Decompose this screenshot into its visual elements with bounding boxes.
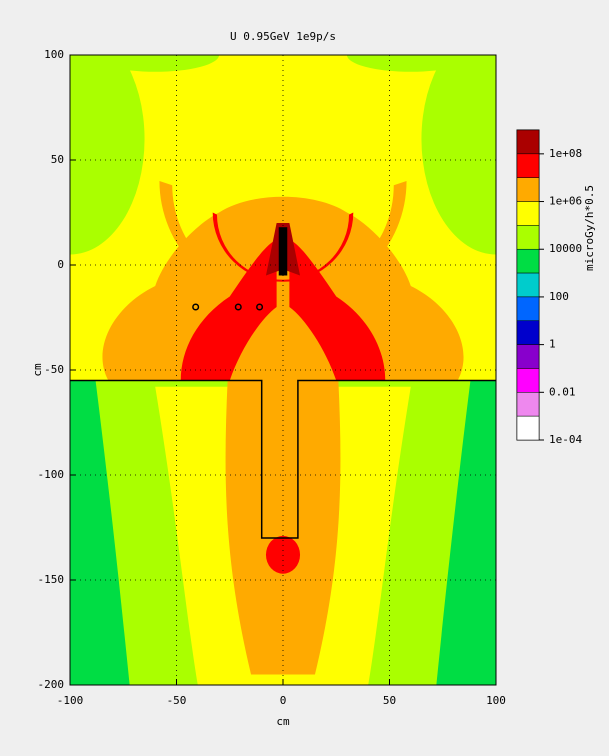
colorbar-tick-label: 0.01 (549, 385, 576, 398)
x-tick-label: 50 (383, 694, 396, 707)
colorbar-bin (516, 296, 540, 322)
colorbar-bin (516, 225, 540, 250)
y-axis-label: cm (31, 363, 44, 377)
x-tick-label: -100 (57, 694, 84, 707)
x-tick-label: 100 (486, 694, 506, 707)
colorbar-bin (516, 392, 540, 417)
map-region (102, 196, 464, 381)
map-region (346, 55, 475, 72)
map-region (91, 55, 220, 72)
y-tick-label: 100 (44, 48, 64, 61)
colorbar-bin (516, 129, 540, 155)
x-tick-label: -50 (167, 694, 187, 707)
y-tick-label: -200 (38, 678, 65, 691)
chart-title: U 0.95GeV 1e9p/s (230, 30, 336, 43)
x-axis-label: cm (276, 715, 290, 728)
colorbar-bin (516, 248, 540, 274)
colorbar-bin (516, 177, 540, 202)
colorbar-bin (516, 320, 540, 345)
map (70, 55, 496, 685)
map-region (289, 239, 386, 381)
map-region (70, 55, 145, 255)
colorbar-bin (516, 153, 540, 178)
colorbar-tick-label: 100 (549, 290, 569, 303)
y-tick-label: 50 (51, 153, 64, 166)
y-tick-label: -150 (38, 573, 65, 586)
colorbar-tick-label: 10000 (549, 242, 582, 255)
colorbar-bin (516, 344, 540, 369)
heatmap (70, 55, 496, 685)
map-region (180, 239, 277, 381)
colorbar-tick-label: 1e+06 (549, 195, 582, 208)
y-tick-label: 0 (57, 258, 64, 271)
colorbar-label: microGy/h*0.5 (583, 185, 596, 271)
colorbar-bin (516, 201, 540, 226)
colorbar-bin (516, 272, 540, 298)
colorbar-tick-label: 1e-04 (549, 433, 582, 446)
colorbar-bin (516, 415, 540, 441)
map-region (265, 535, 301, 574)
colorbar-tick-label: 1 (549, 338, 556, 351)
map-region (225, 380, 341, 675)
x-tick-label: 0 (280, 694, 287, 707)
colorbar-tick-label: 1e+08 (549, 147, 582, 160)
colorbar-bin (516, 368, 540, 393)
y-tick-label: -50 (44, 363, 64, 376)
map-region (421, 55, 496, 255)
y-tick-label: -100 (38, 468, 65, 481)
